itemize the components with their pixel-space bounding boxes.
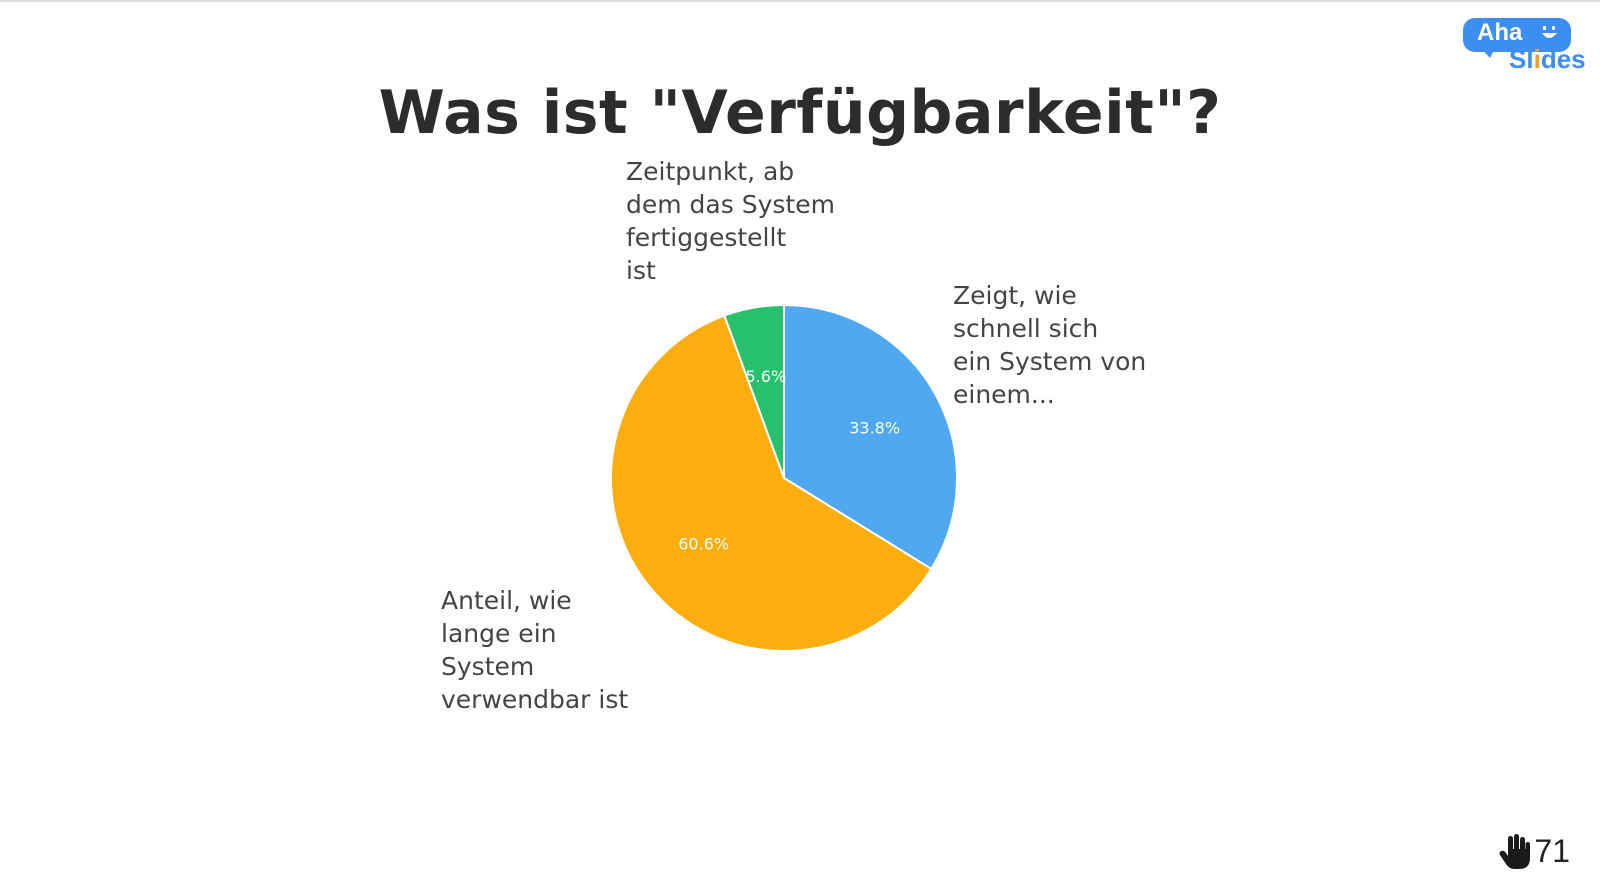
slice-category-label: Zeitpunkt, ab dem das System fertiggeste… <box>626 157 835 285</box>
logo-bubble-tail <box>1481 48 1495 58</box>
hand-icon <box>1499 833 1531 869</box>
pie-slice-orange <box>610 314 933 652</box>
logo-word-aha: Aha <box>1477 19 1523 46</box>
pie-slice-green <box>723 303 785 479</box>
slice-category-label: Zeigt, wie schnell sich ein System von e… <box>953 281 1147 409</box>
slice-value-label: 60.6% <box>678 535 729 554</box>
smiley-icon <box>1542 26 1557 38</box>
slice-value-label: 5.6% <box>746 367 787 386</box>
slide-title: Was ist "Verfügbarkeit"? <box>378 78 1222 148</box>
slice-value-label: 33.8% <box>849 418 900 437</box>
participant-counter: 71 <box>1498 833 1570 870</box>
participant-count: 71 <box>1534 833 1570 869</box>
slice-category-label: Anteil, wie lange ein System verwendbar … <box>441 586 629 714</box>
ahaslides-logo: Aha Slides <box>1463 18 1588 74</box>
logo-word-slides: Slides <box>1509 44 1586 74</box>
pie-slice-blue <box>783 303 958 571</box>
top-divider <box>0 0 1600 2</box>
